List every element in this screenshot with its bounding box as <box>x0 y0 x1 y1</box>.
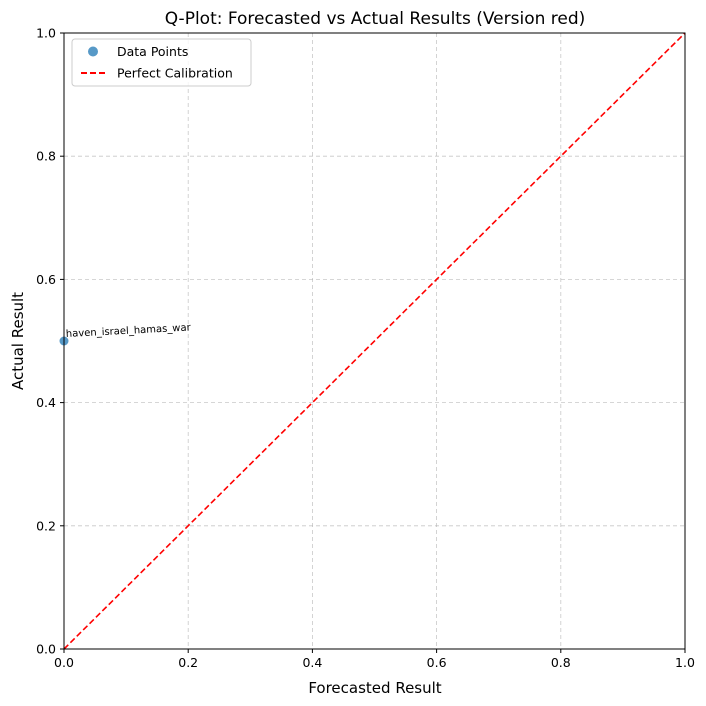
y-tick-label: 0.0 <box>36 642 56 657</box>
x-tick-label: 0.6 <box>427 655 447 670</box>
legend-entry-data-points: Data Points <box>117 44 188 59</box>
x-tick-label: 0.4 <box>302 655 322 670</box>
data-point-annotation: haven_israel_hamas_war <box>66 322 192 340</box>
y-tick-label: 0.4 <box>36 395 56 410</box>
calibration-line-layer <box>63 32 686 650</box>
y-tick-label: 0.2 <box>36 518 56 533</box>
x-axis-label: Forecasted Result <box>308 679 441 697</box>
x-tick-label: 0.0 <box>54 655 74 670</box>
annotations-layer: haven_israel_hamas_war <box>66 322 192 340</box>
chart-title: Q-Plot: Forecasted vs Actual Results (Ve… <box>165 9 586 29</box>
x-tick-label: 1.0 <box>675 655 695 670</box>
legend: Data Points Perfect Calibration <box>71 38 252 87</box>
legend-entry-perfect-calibration: Perfect Calibration <box>117 66 233 81</box>
x-tick-label: 0.2 <box>178 655 198 670</box>
x-tick-label: 0.8 <box>551 655 571 670</box>
x-axis-ticks: 0.0 0.2 0.4 0.6 0.8 1.0 <box>54 649 695 670</box>
calibration-line <box>63 32 686 650</box>
y-axis-ticks: 0.0 0.2 0.4 0.6 0.8 1.0 <box>36 26 64 657</box>
y-tick-label: 0.6 <box>36 272 56 287</box>
y-tick-label: 0.8 <box>36 149 56 164</box>
plot-frame <box>63 32 686 650</box>
legend-scatter-marker <box>88 46 98 57</box>
y-axis-label: Actual Result <box>9 292 27 390</box>
legend-box <box>71 38 252 87</box>
y-tick-label: 1.0 <box>36 26 56 41</box>
